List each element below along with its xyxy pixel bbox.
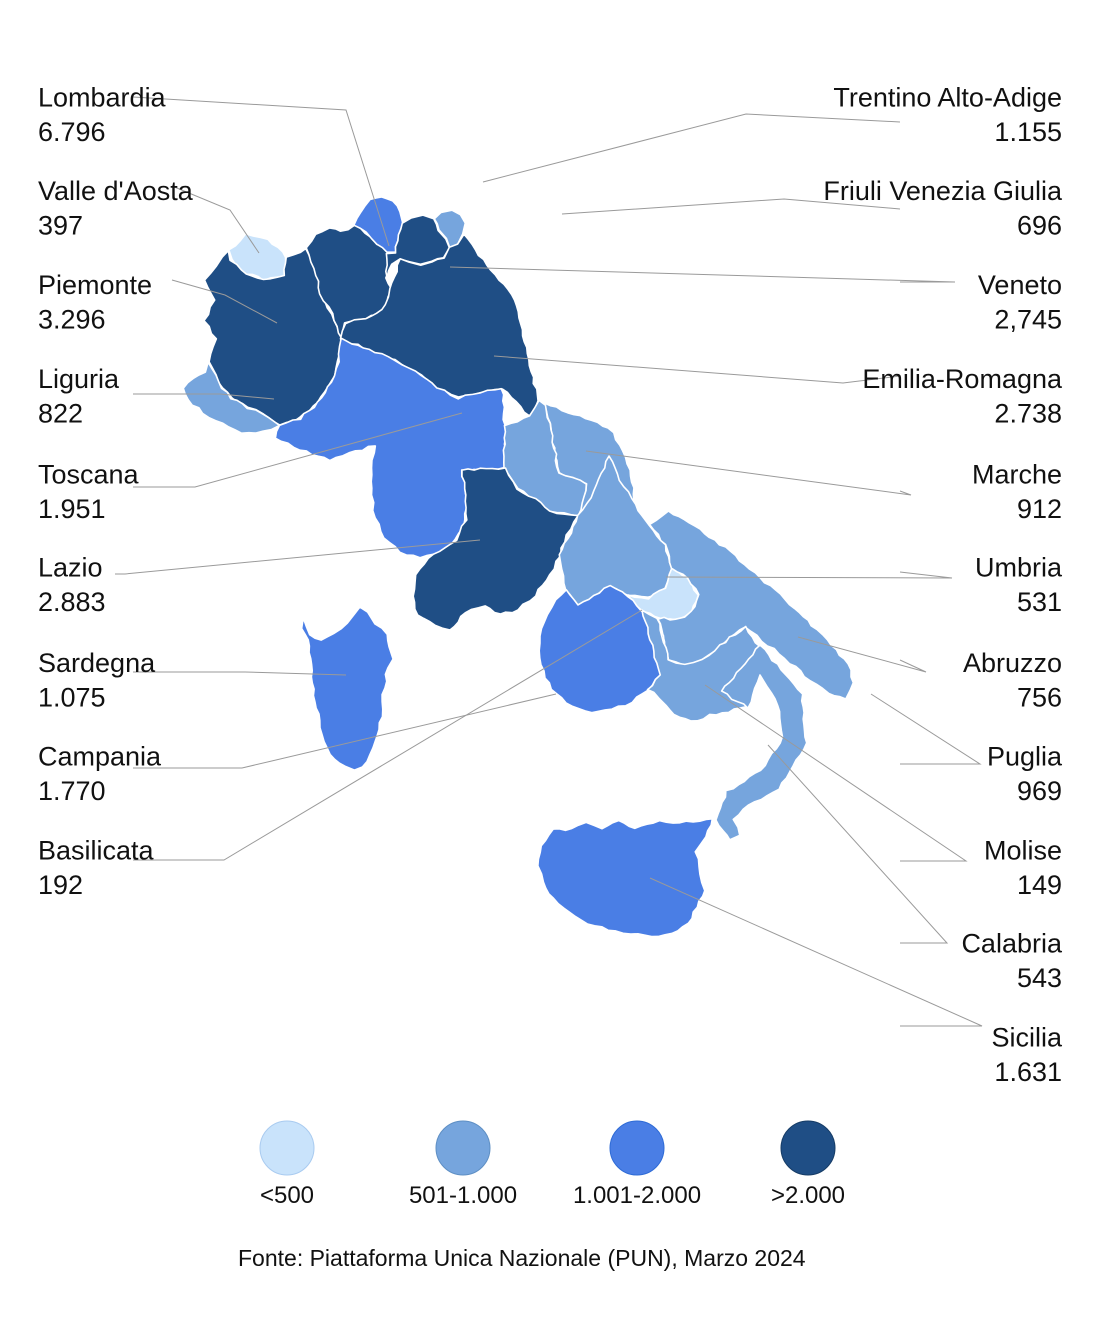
svg-text:912: 912 [1017, 494, 1062, 524]
svg-text:Trentino Alto-Adige: Trentino Alto-Adige [833, 83, 1062, 113]
svg-text:756: 756 [1017, 683, 1062, 713]
svg-text:531: 531 [1017, 587, 1062, 617]
svg-text:Friuli Venezia Giulia: Friuli Venezia Giulia [823, 176, 1063, 206]
svg-text:2,745: 2,745 [994, 304, 1062, 334]
svg-text:822: 822 [38, 398, 83, 428]
svg-text:Piemonte: Piemonte [38, 270, 152, 300]
svg-text:2.883: 2.883 [38, 587, 106, 617]
svg-text:Lazio: Lazio [38, 553, 103, 583]
svg-text:Marche: Marche [972, 460, 1062, 490]
svg-text:969: 969 [1017, 776, 1062, 806]
svg-text:501-1.000: 501-1.000 [409, 1182, 517, 1209]
svg-text:Abruzzo: Abruzzo [963, 648, 1062, 678]
svg-text:1.631: 1.631 [994, 1057, 1062, 1087]
svg-text:Veneto: Veneto [978, 270, 1062, 300]
svg-text:Umbria: Umbria [975, 553, 1063, 583]
svg-text:397: 397 [38, 210, 83, 240]
svg-text:Lombardia: Lombardia [38, 83, 167, 113]
svg-text:Emilia-Romagna: Emilia-Romagna [862, 364, 1063, 394]
svg-text:2.738: 2.738 [994, 398, 1062, 428]
svg-text:>2.000: >2.000 [771, 1182, 845, 1209]
svg-text:192: 192 [38, 870, 83, 900]
svg-text:1.001-2.000: 1.001-2.000 [573, 1182, 701, 1209]
svg-text:543: 543 [1017, 963, 1062, 993]
svg-text:3.296: 3.296 [38, 304, 106, 334]
svg-text:Toscana: Toscana [38, 460, 140, 490]
svg-text:Basilicata: Basilicata [38, 836, 155, 866]
svg-text:1.155: 1.155 [994, 117, 1062, 147]
svg-text:Calabria: Calabria [961, 929, 1063, 959]
svg-text:Liguria: Liguria [38, 364, 120, 394]
svg-text:149: 149 [1017, 870, 1062, 900]
svg-text:Sardegna: Sardegna [38, 648, 156, 678]
svg-text:696: 696 [1017, 210, 1062, 240]
svg-text:Sicilia: Sicilia [991, 1023, 1063, 1053]
svg-text:1.075: 1.075 [38, 683, 106, 713]
svg-text:Campania: Campania [38, 742, 162, 772]
svg-text:Molise: Molise [984, 836, 1062, 866]
svg-text:<500: <500 [260, 1182, 314, 1209]
svg-text:6.796: 6.796 [38, 117, 106, 147]
svg-text:Fonte: Piattaforma Unica Nazio: Fonte: Piattaforma Unica Nazionale (PUN)… [238, 1245, 806, 1271]
svg-text:1.770: 1.770 [38, 776, 106, 806]
svg-text:Puglia: Puglia [987, 742, 1063, 772]
svg-text:Valle d'Aosta: Valle d'Aosta [38, 176, 194, 206]
svg-text:1.951: 1.951 [38, 494, 106, 524]
